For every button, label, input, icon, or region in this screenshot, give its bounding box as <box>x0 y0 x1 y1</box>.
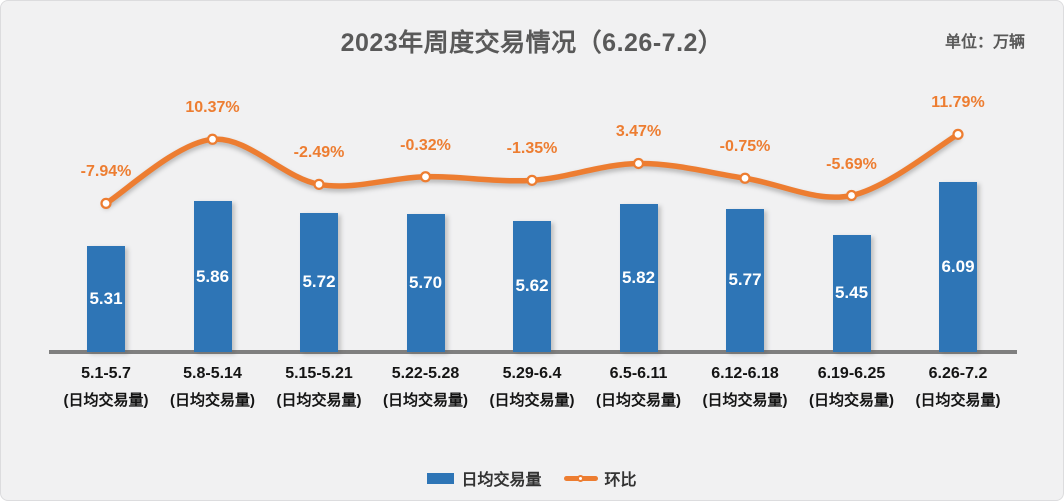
bar-value-label: 5.45 <box>834 283 869 303</box>
x-axis-label: 5.22-5.28 (日均交易量) <box>360 361 492 414</box>
unit-label: 单位：万辆 <box>944 34 1025 51</box>
line-point-marker <box>952 128 964 140</box>
bar: 5.62 <box>513 220 551 352</box>
pct-data-label: -1.35% <box>506 140 558 158</box>
line-point-marker <box>739 172 751 184</box>
x-axis-label-range: 5.15-5.21 <box>285 365 353 382</box>
bar: 5.45 <box>832 234 871 352</box>
pct-data-label: -5.69% <box>826 155 877 173</box>
pct-data-label: 3.47% <box>615 123 662 141</box>
x-axis-label-range: 6.5-6.11 <box>609 365 668 382</box>
x-axis-label: 5.8-5.14 (日均交易量) <box>147 361 279 414</box>
bar: 5.77 <box>726 208 764 352</box>
bar-series-swatch <box>427 472 455 484</box>
x-axis-label: 6.26-7.2 (日均交易量) <box>892 361 1024 414</box>
line-point-marker <box>313 178 325 190</box>
x-axis-label-sub: (日均交易量) <box>702 392 788 409</box>
line-series-swatch <box>563 472 598 484</box>
x-axis-label-sub: (日均交易量) <box>489 392 575 409</box>
bar: 5.70 <box>406 214 445 352</box>
x-axis-label-range: 5.1-5.7 <box>81 365 131 382</box>
line-point-marker <box>419 171 432 183</box>
x-axis-label-sub: (日均交易量) <box>276 392 362 409</box>
pct-data-label: -0.32% <box>400 136 451 154</box>
x-axis-label: 6.19-6.25 (日均交易量) <box>786 361 918 414</box>
legend-item-line-series: 环比 <box>563 466 637 490</box>
pct-data-label: 11.79% <box>931 94 985 112</box>
x-axis-label: 5.1-5.7 (日均交易量) <box>40 361 172 414</box>
x-axis-label: 5.15-5.21 (日均交易量) <box>253 361 385 414</box>
line-point-marker <box>845 189 858 202</box>
bar-value-label: 5.77 <box>728 270 762 290</box>
bar: 5.82 <box>619 204 658 352</box>
bar: 5.72 <box>300 212 338 352</box>
bar: 5.86 <box>193 201 232 352</box>
x-axis-label-sub: (日均交易量) <box>809 392 894 409</box>
pct-data-label: -7.94% <box>80 163 132 181</box>
bar: 5.31 <box>87 246 125 352</box>
pct-data-label: 10.37% <box>185 99 240 117</box>
bar-value-label: 6.09 <box>941 257 975 277</box>
x-axis-label: 6.5-6.11 (日均交易量) <box>573 361 705 414</box>
x-axis-label-range: 5.22-5.28 <box>391 365 460 382</box>
bar-value-label: 5.62 <box>515 276 549 296</box>
legend-item-bar-series: 日均交易量 <box>427 466 542 490</box>
x-axis-label-range: 5.29-6.4 <box>502 365 562 382</box>
line-point-marker <box>632 157 645 170</box>
chart-legend: 日均交易量 环比 <box>1 467 1063 489</box>
x-axis-label-range: 6.26-7.2 <box>928 365 988 382</box>
x-axis-label-range: 6.19-6.25 <box>817 365 886 382</box>
bar: 6.09 <box>939 182 977 352</box>
line-point-marker <box>100 197 112 210</box>
x-axis-label: 6.12-6.18 (日均交易量) <box>679 361 811 414</box>
bar-value-label: 5.82 <box>621 268 656 288</box>
bar-value-label: 5.86 <box>195 266 230 286</box>
line-point-marker <box>526 174 538 186</box>
x-axis-label: 5.29-6.4 (日均交易量) <box>466 361 598 414</box>
bar-value-label: 5.72 <box>302 272 336 292</box>
x-axis-label-range: 6.12-6.18 <box>711 365 779 382</box>
bar-value-label: 5.70 <box>408 273 443 293</box>
x-axis-label-sub: (日均交易量) <box>63 392 149 409</box>
chart-title: 2023年周度交易情况（6.26-7.2） <box>340 29 724 57</box>
bar-value-label: 5.31 <box>89 289 123 309</box>
x-axis-label-range: 5.8-5.14 <box>183 365 242 382</box>
x-axis-label-sub: (日均交易量) <box>915 392 1001 409</box>
x-axis-label-sub: (日均交易量) <box>596 392 681 409</box>
x-axis-label-sub: (日均交易量) <box>170 392 255 409</box>
line-swatch-marker-icon <box>577 474 584 482</box>
pct-data-label: -0.75% <box>719 138 771 156</box>
legend-label-bar-series: 日均交易量 <box>461 472 542 489</box>
line-point-marker <box>206 133 219 145</box>
pct-data-label: -2.49% <box>293 144 345 162</box>
legend-label-line-series: 环比 <box>604 472 637 489</box>
x-axis-label-sub: (日均交易量) <box>383 392 468 409</box>
